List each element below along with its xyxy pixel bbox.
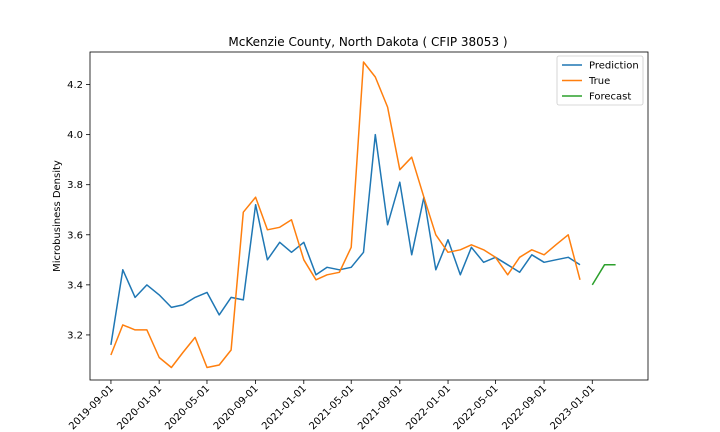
series-line-prediction xyxy=(110,133,581,346)
y-tick-label: 3.8 xyxy=(67,180,83,191)
legend-label-prediction: Prediction xyxy=(589,61,639,72)
y-tick-label: 3.6 xyxy=(67,230,83,241)
x-tick-label: 2021-05-01 xyxy=(307,383,356,432)
x-tick-label: 2022-09-01 xyxy=(500,383,549,432)
y-tick-label: 4.0 xyxy=(67,130,83,141)
x-tick-label: 2021-01-01 xyxy=(260,383,309,432)
series-lines xyxy=(110,61,616,369)
x-tick-label: 2020-05-01 xyxy=(163,383,212,432)
chart-title: McKenzie County, North Dakota ( CFIP 380… xyxy=(228,35,507,49)
x-tick-label: 2021-09-01 xyxy=(356,383,405,432)
x-tick-label: 2019-09-01 xyxy=(67,383,116,432)
x-tick-label: 2023-01-01 xyxy=(549,383,598,432)
axes-frame xyxy=(89,51,649,381)
x-tick-label: 2020-09-01 xyxy=(212,383,261,432)
legend: Prediction True Forecast xyxy=(556,55,644,106)
y-tick-label: 3.2 xyxy=(67,330,83,341)
x-tick-label: 2020-01-01 xyxy=(115,383,164,432)
plot-area xyxy=(89,51,649,381)
legend-frame xyxy=(556,55,644,106)
x-tick-label: 2022-01-01 xyxy=(404,383,453,432)
y-tick-label: 3.4 xyxy=(67,280,83,291)
legend-label-forecast: Forecast xyxy=(589,92,631,103)
legend-label-true: True xyxy=(588,76,610,87)
y-tick-label: 4.2 xyxy=(67,80,83,91)
series-line-true xyxy=(110,61,581,369)
x-tick-label: 2022-05-01 xyxy=(452,383,501,432)
y-axis-label: Microbusiness Density xyxy=(52,160,63,272)
series-line-forecast xyxy=(591,264,616,286)
y-axis: 3.2 3.4 3.6 3.8 4.0 4.2 xyxy=(67,80,90,341)
